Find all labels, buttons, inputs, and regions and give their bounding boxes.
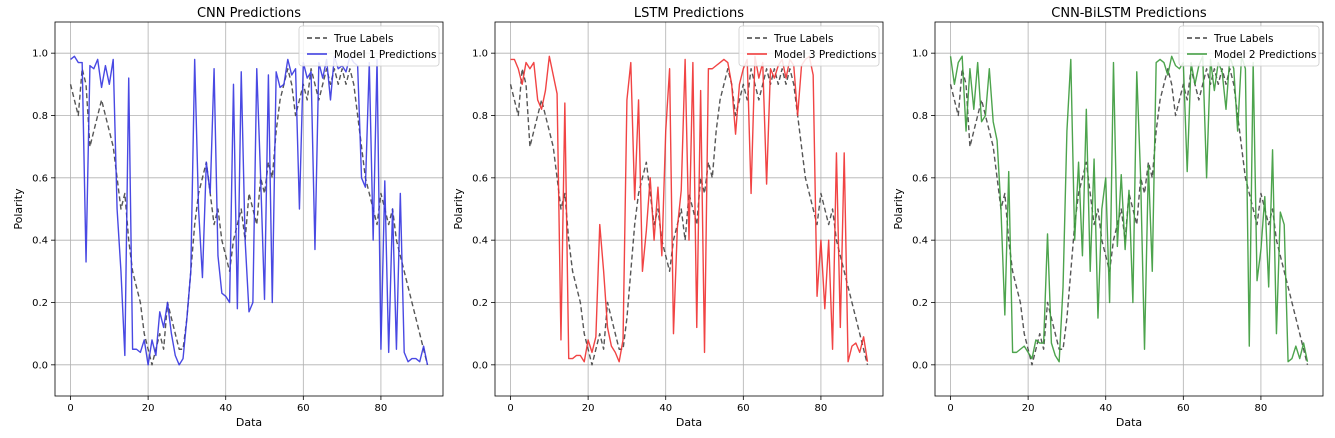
chart-title: CNN-BiLSTM Predictions [1051,6,1207,21]
legend-label: Model 3 Predictions [774,49,877,61]
legend-box [738,25,880,67]
y-tick-label: 0.6 [472,173,488,184]
legend-label: True Labels [333,33,393,45]
x-tick-label: 0 [67,403,73,414]
legend-box [1178,25,1320,67]
x-axis-label: Data [676,416,702,429]
y-tick-label: 1.0 [912,49,928,60]
chart-panel-2: 0 20 40 60 80 0.0 0.2 0.4 0.6 0.8 1.0 CNN-BiLSTM Pr… [892,6,1324,429]
series-line-0 [509,68,869,366]
series-line-1 [949,55,1309,363]
axes-frame [934,21,1324,397]
legend: True Labels Model 1 Predictions [298,25,440,67]
x-tick-label: 80 [1255,403,1268,414]
x-tick-label: 60 [1177,403,1190,414]
x-tick-label: 40 [1099,403,1112,414]
x-tick-label: 80 [815,403,828,414]
y-tick-label: 0.0 [472,360,488,371]
x-axis-label: Data [1116,416,1142,429]
x-tick-label: 60 [297,403,310,414]
y-tick-label: 0.2 [472,298,488,309]
x-tick-label: 60 [737,403,750,414]
y-axis-label: Polarity [892,188,905,230]
x-tick-label: 20 [582,403,595,414]
x-tick-label: 40 [219,403,232,414]
y-tick-label: 1.0 [32,49,48,60]
y-tick-label: 0.8 [912,111,928,122]
x-axis-label: Data [236,416,262,429]
legend: True Labels Model 3 Predictions [738,25,880,67]
y-tick-label: 0.0 [32,360,48,371]
series-line-0 [949,68,1309,366]
y-axis-label: Polarity [452,188,465,230]
y-tick-label: 0.2 [912,298,928,309]
y-tick-label: 0.4 [912,236,928,247]
y-tick-label: 0.6 [912,173,928,184]
x-tick-label: 40 [659,403,672,414]
axes-frame [494,21,884,397]
y-tick-label: 0.4 [472,236,488,247]
x-tick-label: 20 [142,403,155,414]
chart-title: LSTM Predictions [634,6,744,21]
legend-label: True Labels [773,33,833,45]
legend-box [298,25,440,67]
legend-label: True Labels [1213,33,1273,45]
legend-label: Model 1 Predictions [334,49,437,61]
chart-panel-0: 0 20 40 60 80 0.0 0.2 0.4 0.6 0.8 1.0 CNN Predictio… [12,6,444,429]
chart-panel-1: 0 20 40 60 80 0.0 0.2 0.4 0.6 0.8 1.0 LSTM Predicti… [452,6,884,429]
y-tick-label: 0.0 [912,360,928,371]
x-tick-label: 20 [1022,403,1035,414]
y-tick-label: 0.8 [32,111,48,122]
chart-title: CNN Predictions [197,6,301,21]
x-tick-label: 80 [375,403,388,414]
y-tick-label: 0.6 [32,173,48,184]
legend: True Labels Model 2 Predictions [1178,25,1320,67]
x-tick-label: 0 [947,403,953,414]
x-tick-label: 0 [507,403,513,414]
series-line-0 [69,68,429,366]
series-line-1 [70,55,429,366]
legend-label: Model 2 Predictions [1214,49,1317,61]
y-axis-label: Polarity [12,188,25,230]
axes-frame [54,21,444,397]
y-tick-label: 0.4 [32,236,48,247]
y-tick-label: 1.0 [472,49,488,60]
y-tick-label: 0.2 [32,298,48,309]
y-tick-label: 0.8 [472,111,488,122]
